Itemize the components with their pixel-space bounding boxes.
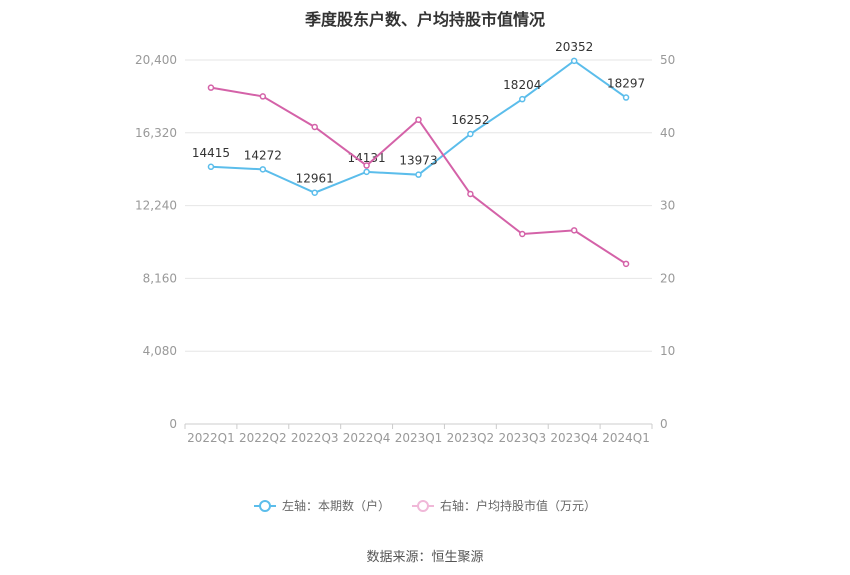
data-label: 18297 [607, 77, 645, 91]
data-point-households [207, 163, 215, 171]
data-label: 13973 [399, 154, 437, 168]
left-axis-tick-label: 12,240 [135, 199, 177, 213]
data-point-households [415, 171, 422, 178]
data-point-households [519, 95, 526, 103]
data-point-avg-value [415, 116, 422, 123]
left-axis-tick-label: 4,080 [143, 344, 177, 358]
x-axis-tick-label: 2023Q2 [447, 431, 495, 445]
data-point-households [259, 166, 267, 173]
right-axis-tick-label: 40 [660, 126, 675, 140]
data-point-households [363, 168, 370, 176]
data-point-avg-value [207, 84, 215, 91]
data-label: 14415 [192, 146, 230, 160]
data-label: 16252 [451, 113, 489, 127]
data-label: 14272 [244, 148, 282, 162]
data-point-avg-value [622, 260, 630, 268]
data-point-avg-value [259, 93, 267, 100]
legend-label-avg-value: 右轴：户均持股市值（万元） [440, 499, 597, 513]
right-axis-tick-label: 10 [660, 344, 675, 358]
data-point-avg-value [363, 162, 370, 169]
left-axis-tick-label: 16,320 [135, 126, 177, 140]
legend-label-households: 左轴：本期数（户） [281, 499, 390, 513]
legend-item-avg-value[interactable]: 右轴：户均持股市值（万元） [412, 497, 596, 514]
data-label: 14131 [348, 151, 386, 165]
x-axis-tick-label: 2022Q1 [187, 431, 235, 445]
left-axis-tick-label: 8,160 [143, 271, 177, 285]
x-axis-tick-label: 2023Q4 [550, 431, 598, 445]
left-axis-tick-label: 0 [169, 417, 177, 431]
data-label: 20352 [555, 40, 593, 54]
data-label: 18204 [503, 78, 541, 92]
x-axis-tick-label: 2022Q4 [343, 431, 391, 445]
x-axis-tick-label: 2024Q1 [602, 431, 650, 445]
x-axis-tick-label: 2022Q3 [291, 431, 339, 445]
left-axis-tick-label: 20,400 [135, 53, 177, 67]
chart-title: 季度股东户数、户均持股市值情况 [304, 10, 545, 29]
x-axis-tick-label: 2023Q3 [498, 431, 546, 445]
data-point-households [622, 94, 630, 101]
data-point-avg-value [519, 230, 526, 238]
right-axis-tick-label: 0 [660, 417, 668, 431]
right-axis-tick-label: 20 [660, 271, 675, 285]
legend-swatch-households-icon [253, 499, 276, 512]
data-point-avg-value [467, 190, 474, 198]
right-axis-tick-label: 50 [660, 53, 675, 67]
data-point-avg-value [570, 227, 578, 234]
x-axis-tick-label: 2023Q1 [395, 431, 443, 445]
data-point-households [570, 57, 578, 65]
data-source: 数据来源：恒生聚源 [366, 550, 484, 565]
legend-item-households[interactable]: 左轴：本期数（户） [253, 497, 390, 514]
x-axis-tick-label: 2022Q2 [239, 431, 287, 445]
data-point-households [311, 189, 318, 196]
data-point-households [467, 130, 474, 138]
legend-swatch-avg-value-icon [412, 499, 434, 512]
data-point-avg-value [311, 123, 318, 131]
right-axis-tick-label: 30 [660, 199, 675, 213]
legend: 左轴：本期数（户） 右轴：户均持股市值（万元） [0, 497, 850, 514]
data-label: 12961 [296, 172, 334, 186]
